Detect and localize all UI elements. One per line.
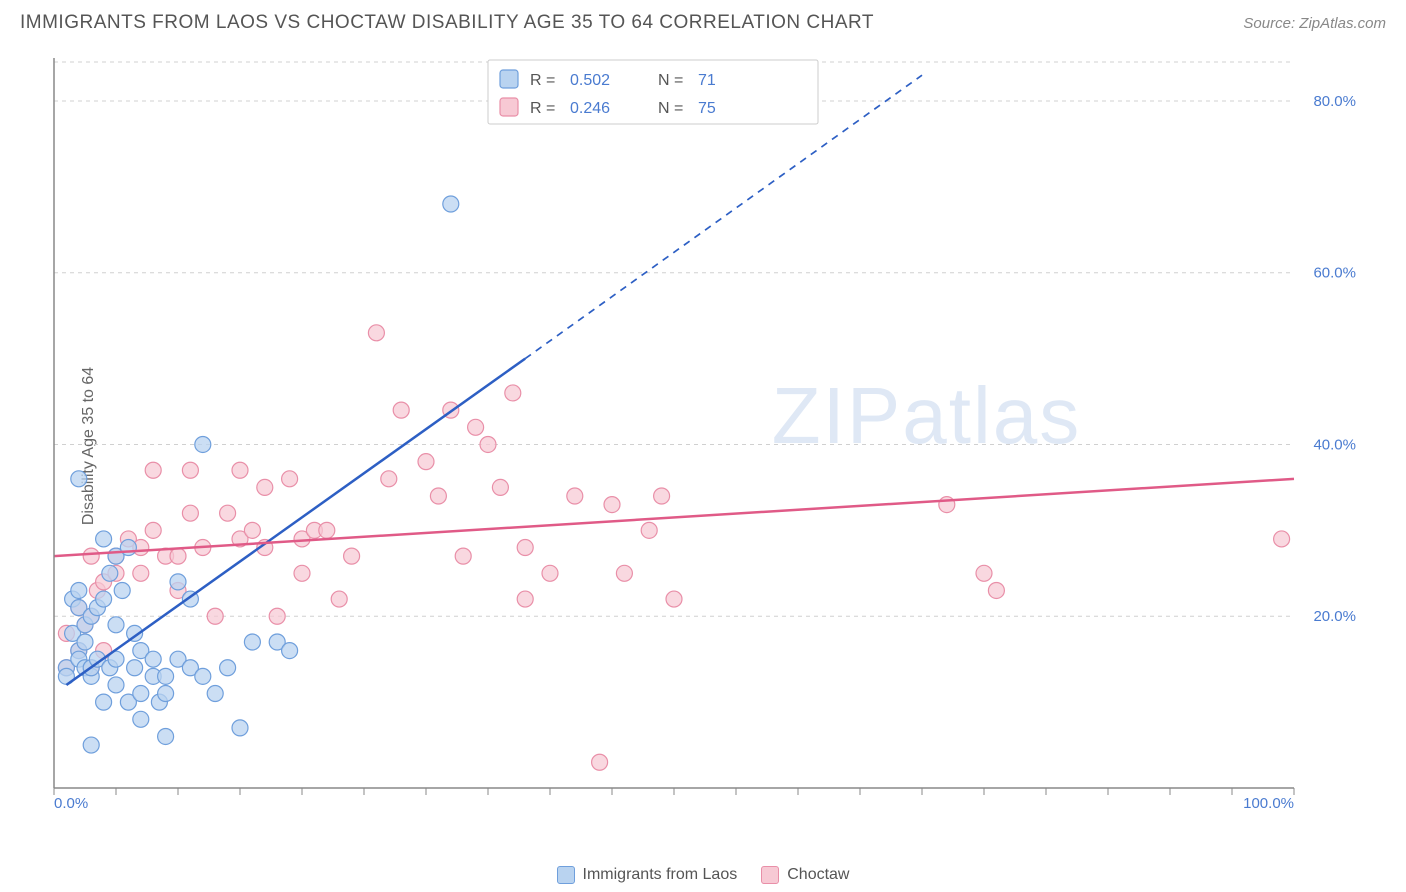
swatch-choctaw	[761, 866, 779, 884]
legend-item-laos: Immigrants from Laos	[557, 866, 738, 884]
legend-item-choctaw: Choctaw	[761, 866, 849, 884]
svg-text:0.502: 0.502	[570, 72, 610, 89]
svg-text:71: 71	[698, 72, 716, 89]
svg-text:R =: R =	[530, 100, 555, 117]
svg-text:N =: N =	[658, 100, 683, 117]
svg-text:N =: N =	[658, 72, 683, 89]
source-attribution: Source: ZipAtlas.com	[1243, 15, 1386, 32]
swatch-laos	[557, 866, 575, 884]
legend-label-laos: Immigrants from Laos	[583, 866, 738, 884]
legend-label-choctaw: Choctaw	[787, 866, 849, 884]
scatter-plot: 20.0% 40.0% 60.0% 80.0% ZIPatlas 0.0% 100.0% R …	[48, 48, 1364, 808]
svg-text:60.0%: 60.0%	[1313, 265, 1356, 282]
svg-text:0.0%: 0.0%	[54, 795, 88, 808]
svg-text:ZIPatlas: ZIPatlas	[772, 371, 1081, 460]
svg-text:100.0%: 100.0%	[1243, 795, 1294, 808]
chart-title: IMMIGRANTS FROM LAOS VS CHOCTAW DISABILI…	[20, 12, 874, 34]
chart-area: 20.0% 40.0% 60.0% 80.0% ZIPatlas 0.0% 100.0% R …	[48, 48, 1386, 832]
bottom-legend: Immigrants from Laos Choctaw	[0, 866, 1406, 884]
svg-text:75: 75	[698, 100, 716, 117]
svg-text:0.246: 0.246	[570, 100, 610, 117]
svg-text:40.0%: 40.0%	[1313, 436, 1356, 453]
source-label: Source:	[1243, 15, 1299, 32]
chart-header: IMMIGRANTS FROM LAOS VS CHOCTAW DISABILI…	[0, 0, 1406, 42]
svg-text:80.0%: 80.0%	[1313, 93, 1356, 110]
svg-text:R =: R =	[530, 72, 555, 89]
svg-text:20.0%: 20.0%	[1313, 608, 1356, 625]
source-name: ZipAtlas.com	[1299, 15, 1386, 32]
